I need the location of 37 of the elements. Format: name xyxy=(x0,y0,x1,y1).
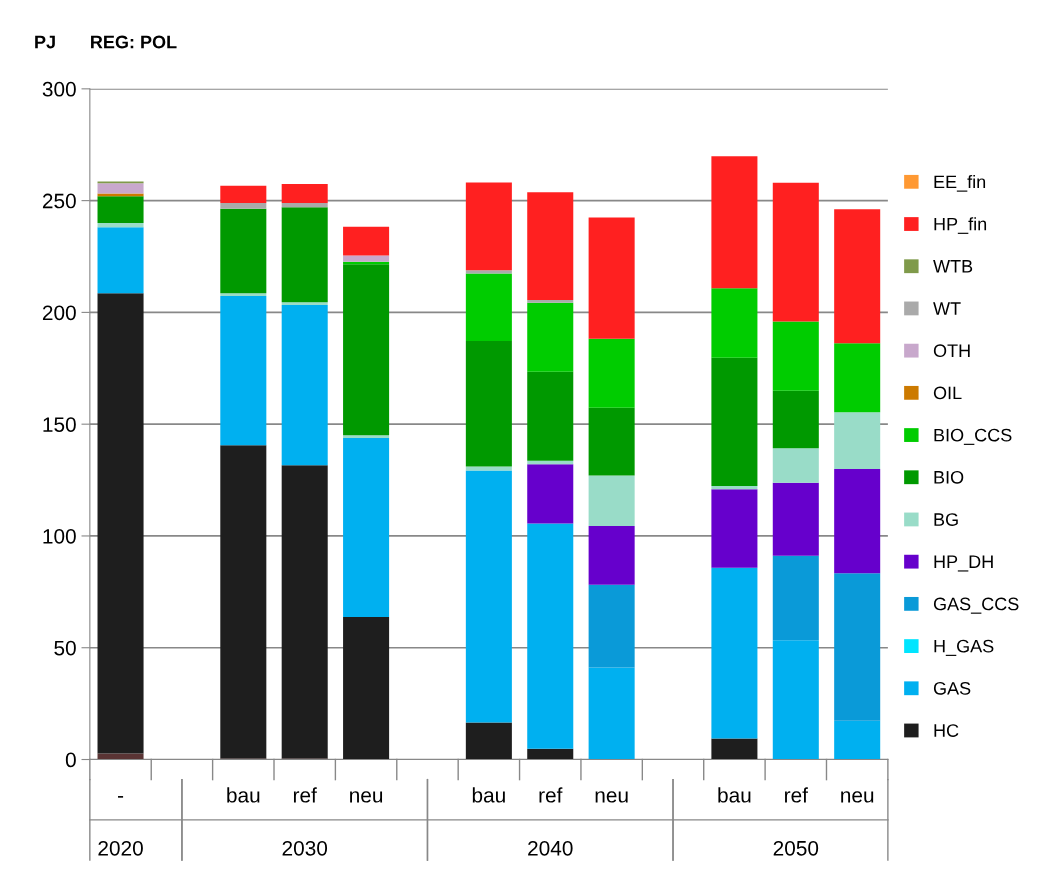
legend-label: HC xyxy=(934,724,959,737)
y-tick-label: 100 xyxy=(43,528,76,544)
legend-label: GAS xyxy=(933,681,971,695)
text: 2020 xyxy=(98,840,143,856)
legend-label: BG xyxy=(934,513,958,526)
legend-label: WT xyxy=(933,302,961,315)
x-tick-label: ref xyxy=(293,787,317,803)
legend-label: BIO xyxy=(934,470,964,484)
text: 2030 xyxy=(282,840,328,856)
text: 2050 xyxy=(773,840,819,856)
legend-label: OIL xyxy=(933,386,962,400)
x-tick-label: bau xyxy=(472,787,505,803)
legend-label: HP_fin xyxy=(934,217,987,234)
chart-title: REG: POL xyxy=(91,35,177,49)
y-tick-label: 150 xyxy=(43,417,76,432)
x-tick-label: neu xyxy=(841,791,874,803)
legend-label: GAS_CCS xyxy=(933,597,1019,614)
text: 2040 xyxy=(528,840,573,856)
legend-label: WTB xyxy=(933,260,973,273)
x-tick-label: neu xyxy=(595,791,628,803)
x-tick-label: neu xyxy=(350,791,383,803)
y-tick-label: 250 xyxy=(42,193,76,209)
y-axis-title: PJ xyxy=(35,35,55,49)
x-tick-label: bau xyxy=(227,787,260,803)
x-tick-label: - xyxy=(117,796,124,798)
y-tick-label: 200 xyxy=(42,305,76,321)
y-tick-label: 50 xyxy=(54,640,76,656)
y-tick-label: 300 xyxy=(42,81,76,97)
legend-label: BIO_CCS xyxy=(934,428,1012,445)
legend-label: H_GAS xyxy=(934,639,994,656)
legend-label: HP_DH xyxy=(934,555,993,572)
x-tick-label: ref xyxy=(785,787,808,803)
x-tick-label: ref xyxy=(539,787,563,803)
legend-label: EE_fin xyxy=(934,175,986,192)
legend-label: OTH xyxy=(933,344,970,358)
y-tick-label: 0 xyxy=(65,752,76,768)
x-tick-label: bau xyxy=(718,787,751,803)
